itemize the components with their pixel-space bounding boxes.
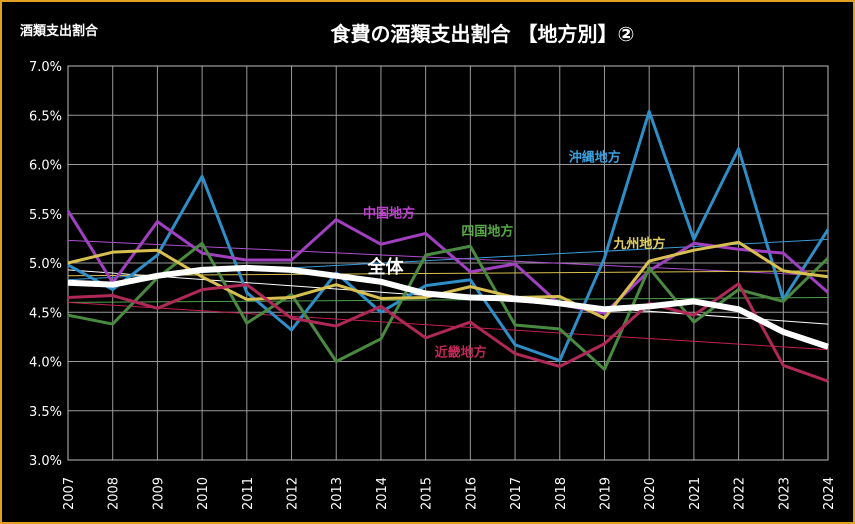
series-line (67, 282, 829, 383)
x-tick-label: 2016 (464, 477, 479, 510)
series-label: 全体 (367, 256, 405, 278)
trendline (67, 301, 829, 351)
y-tick-label: 7.0% (29, 60, 62, 75)
series-line (67, 241, 830, 371)
corner-label: 酒類支出割合 (20, 24, 99, 39)
grid (67, 65, 829, 461)
x-tick-label: 2009 (151, 477, 166, 510)
x-tick-label: 2024 (822, 477, 837, 510)
x-tick-label: 2023 (777, 477, 792, 510)
y-axis-ticks: 3.0% 3.5% 4.0% 4.5% 5.0% 5.5% 6.0% 6.5% 7.0% (29, 60, 62, 469)
x-tick-label: 2014 (375, 477, 390, 510)
series-label: 近畿地方 (435, 345, 487, 361)
x-tick-label: 2013 (330, 477, 345, 510)
x-tick-label: 2010 (196, 477, 211, 510)
trendline (67, 270, 829, 277)
chart-title: 食費の酒類支出割合 【地方別】② (330, 22, 635, 46)
series-label: 中国地方 (363, 206, 415, 222)
y-tick-label: 5.0% (29, 257, 62, 272)
x-tick-label: 2021 (688, 477, 703, 510)
x-tick-label: 2022 (733, 477, 748, 510)
x-tick-label: 2007 (62, 477, 77, 510)
series-label: 四国地方 (461, 223, 513, 239)
x-tick-label: 2011 (241, 477, 256, 510)
trendline (67, 296, 829, 303)
y-tick-label: 6.5% (29, 109, 62, 124)
y-tick-label: 5.5% (29, 208, 62, 223)
x-tick-label: 2015 (420, 477, 435, 510)
series-label: 九州地方 (612, 236, 665, 252)
series-lines (66, 109, 830, 383)
x-axis-ticks: 2007 2008 2009 2010 2011 2012 2013 2014 2015 2016… (62, 477, 837, 510)
series-line (67, 264, 829, 350)
series-label: 沖縄地方 (569, 150, 621, 166)
x-tick-label: 2017 (509, 477, 524, 510)
y-tick-label: 6.0% (29, 159, 62, 174)
x-tick-label: 2018 (554, 477, 569, 510)
x-tick-label: 2020 (643, 477, 658, 510)
series-line (67, 109, 830, 363)
y-tick-label: 3.0% (29, 454, 62, 469)
x-tick-label: 2008 (107, 477, 122, 510)
x-tick-label: 2019 (598, 477, 613, 510)
y-tick-label: 4.0% (29, 356, 62, 371)
x-tick-label: 2012 (286, 477, 301, 510)
y-tick-label: 3.5% (29, 405, 62, 420)
y-tick-label: 4.5% (29, 306, 62, 321)
